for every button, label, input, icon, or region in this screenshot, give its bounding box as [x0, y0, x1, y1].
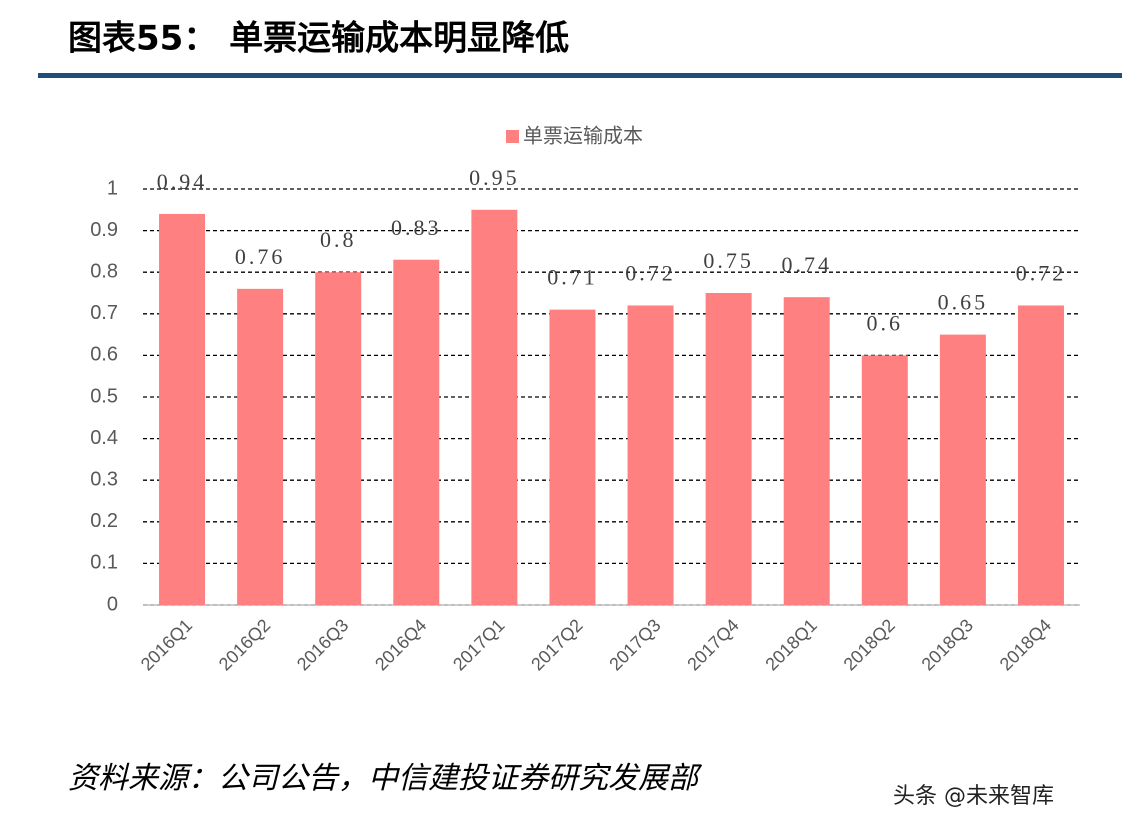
x-tick-label: 2016Q2 — [215, 615, 274, 674]
data-label: 0.72 — [625, 261, 676, 286]
chart-title: 图表55： 单票运输成本明显降低 — [68, 19, 569, 59]
data-label: 0.71 — [547, 265, 598, 290]
y-tick-label: 0.8 — [90, 260, 118, 282]
x-tick-label: 2017Q3 — [605, 615, 664, 674]
bar — [627, 305, 674, 605]
data-label: 0.72 — [1016, 261, 1067, 286]
x-tick-label: 2018Q4 — [996, 615, 1055, 674]
legend-label: 单票运输成本 — [523, 124, 643, 148]
x-tick-label: 2017Q1 — [449, 615, 508, 674]
data-label: 0.75 — [703, 248, 754, 273]
x-tick-label: 2018Q1 — [761, 615, 820, 674]
bar — [861, 355, 908, 605]
bar — [705, 293, 752, 605]
y-tick-label: 0.1 — [90, 552, 118, 574]
bar — [1017, 305, 1064, 605]
bar — [315, 272, 362, 605]
x-tick-label: 2016Q3 — [293, 615, 352, 674]
data-label: 0.8 — [320, 227, 357, 252]
y-tick-label: 0.7 — [90, 302, 118, 324]
y-tick-label: 0.4 — [90, 427, 118, 449]
data-label: 0.6 — [867, 310, 904, 335]
data-label: 0.74 — [781, 252, 832, 277]
y-tick-label: 0.5 — [90, 385, 118, 407]
y-tick-label: 0 — [107, 593, 118, 615]
y-tick-label: 0.2 — [90, 510, 118, 532]
data-label: 0.65 — [938, 290, 989, 315]
title-rule — [38, 73, 1122, 78]
y-tick-label: 0.3 — [90, 468, 118, 490]
bar — [237, 288, 284, 605]
data-label: 0.76 — [235, 244, 286, 269]
x-tick-label: 2017Q4 — [683, 615, 742, 674]
bar — [783, 297, 830, 605]
x-tick-label: 2018Q2 — [840, 615, 899, 674]
bar — [939, 334, 986, 605]
data-label: 0.95 — [469, 165, 520, 190]
bar — [393, 259, 440, 605]
bar — [471, 209, 518, 606]
x-tick-label: 2016Q4 — [371, 615, 430, 674]
watermark: 头条 @未来智库 — [893, 784, 1054, 809]
legend-swatch — [506, 130, 519, 143]
data-label: 0.94 — [157, 169, 208, 194]
y-tick-label: 1 — [107, 177, 118, 199]
x-tick-label: 2017Q2 — [527, 615, 586, 674]
y-tick-label: 0.6 — [90, 344, 118, 366]
source-note: 资料来源：公司公告，中信建投证券研究发展部 — [68, 761, 703, 796]
data-label: 0.83 — [391, 215, 442, 240]
y-tick-label: 0.9 — [90, 219, 118, 241]
x-tick-label: 2016Q1 — [137, 615, 196, 674]
bar — [159, 213, 206, 605]
x-tick-label: 2018Q3 — [918, 615, 977, 674]
bar — [549, 309, 596, 605]
